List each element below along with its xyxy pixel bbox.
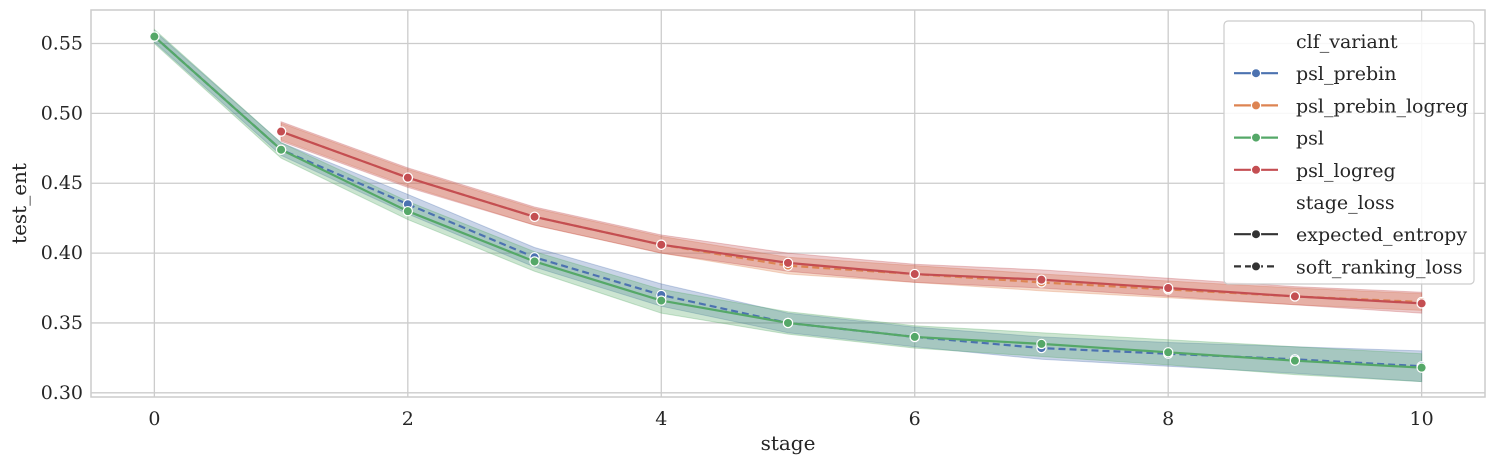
marker-psl [782, 317, 794, 329]
marker-psl [1289, 355, 1301, 366]
legend-marker-psl_prebin_logreg [1250, 100, 1262, 111]
marker-psl_logreg [909, 268, 920, 280]
marker-psl_logreg [1162, 282, 1174, 294]
marker-psl [402, 205, 414, 217]
marker-psl_logreg [1036, 274, 1047, 285]
marker-psl_logreg [656, 239, 667, 250]
x-tick-labels: 0 2 4 6 8 10 [148, 408, 1433, 430]
marker-psl_logreg [1289, 291, 1301, 302]
legend-style-marker-expected_entropy [1250, 228, 1262, 240]
marker-psl [909, 331, 920, 343]
marker-psl_logreg [1416, 298, 1427, 309]
y-tick-label: 0.35 [41, 312, 83, 334]
marker-psl_logreg [782, 257, 794, 269]
series-markers [149, 31, 1427, 373]
legend-label-psl_prebin_logreg: psl_prebin_logreg [1296, 95, 1468, 117]
y-tick-label: 0.50 [41, 102, 83, 124]
y-tick-labels: 0.30 0.35 0.40 0.45 0.50 0.55 [41, 33, 83, 404]
legend-style-marker-soft_ranking_loss [1250, 261, 1262, 272]
marker-psl_logreg [402, 172, 414, 183]
y-tick-label: 0.55 [41, 33, 83, 55]
marker-psl [1162, 347, 1174, 358]
marker-psl [149, 31, 160, 42]
marker-psl [1036, 338, 1047, 350]
marker-psl [275, 144, 287, 155]
x-tick-label: 8 [1162, 408, 1174, 430]
legend: clf_variant stage_loss psl_prebin psl_pre… [1223, 20, 1475, 285]
y-axis-label: test_ent [7, 163, 31, 244]
x-tick-label: 10 [1410, 408, 1434, 430]
x-axis-label: stage [761, 431, 816, 455]
marker-psl [529, 256, 540, 267]
legend-label-psl: psl [1296, 128, 1324, 150]
x-tick-label: 6 [909, 408, 921, 430]
legend-label-psl_logreg: psl_logreg [1296, 160, 1396, 182]
legend-hue-title: clf_variant [1296, 31, 1398, 53]
y-tick-label: 0.40 [41, 242, 83, 264]
x-tick-label: 4 [655, 408, 667, 430]
marker-psl [1416, 362, 1427, 373]
legend-marker-psl [1250, 132, 1262, 143]
band-psl_prebin_logreg [280, 122, 1423, 311]
band-psl_logreg [280, 121, 1423, 314]
y-tick-label: 0.45 [41, 172, 83, 194]
plot-frame [90, 9, 1486, 398]
legend-label-psl_prebin: psl_prebin [1296, 63, 1396, 85]
line-psl_logreg [280, 130, 1422, 305]
legend-style-title: stage_loss [1296, 192, 1395, 214]
x-tick-label: 2 [402, 408, 414, 430]
x-tick-label: 0 [148, 408, 160, 430]
marker-psl [656, 295, 667, 306]
marker-psl_logreg [275, 126, 287, 137]
legend-marker-psl_prebin [1250, 67, 1262, 79]
legend-marker-psl_logreg [1250, 164, 1262, 175]
y-tick-label: 0.30 [41, 382, 83, 404]
legend-style-label-expected_entropy: expected_entropy [1296, 224, 1467, 246]
marker-psl_logreg [529, 211, 540, 222]
legend-style-label-soft_ranking_loss: soft_ranking_loss [1296, 256, 1463, 278]
legend-box [1223, 20, 1475, 285]
